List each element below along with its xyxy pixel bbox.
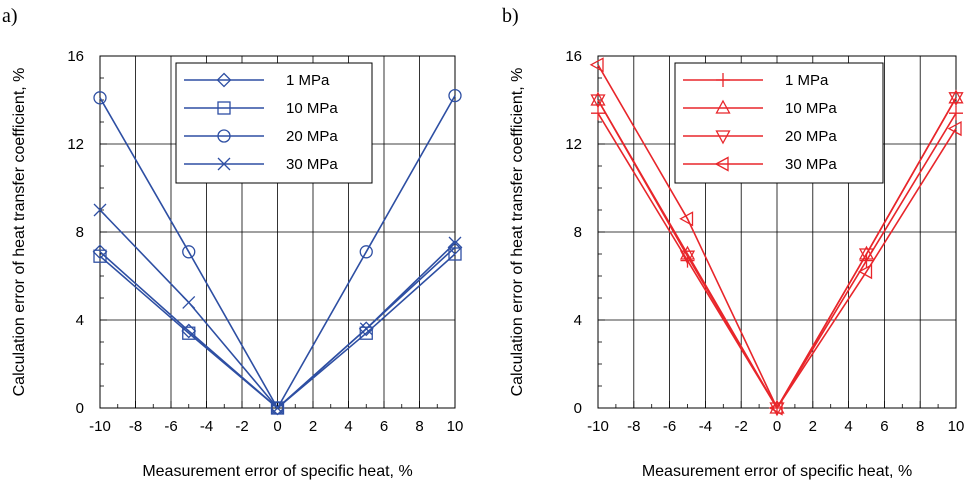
chart-b-series-30-mpa-point xyxy=(679,211,694,227)
chart-a-legend-box xyxy=(175,62,373,184)
chart-b-series-30-mpa-point xyxy=(947,121,962,137)
chart-a-x-tick-label: -4 xyxy=(200,418,213,435)
chart-b-series-10-mpa-point xyxy=(590,91,606,106)
chart-b-x-tick-label: 10 xyxy=(948,418,965,435)
chart-b-series-30-mpa-point xyxy=(768,400,783,416)
chart-b-legend-box xyxy=(674,62,884,184)
chart-a-legend-marker xyxy=(217,129,231,143)
chart-a-x-tick-label: 4 xyxy=(344,418,352,435)
chart-a-y-tick-label: 8 xyxy=(76,224,84,241)
chart-a-panel-label: a) xyxy=(2,5,18,27)
chart-b-series-20-mpa-point xyxy=(858,248,875,263)
chart-a-legend-label: 20 MPa xyxy=(286,128,338,145)
chart-a-series-20-mpa-point xyxy=(182,245,196,259)
chart-b-series-20-mpa-point xyxy=(769,402,785,417)
chart-b-series-30-mpa-line xyxy=(597,64,957,410)
chart-b-x-tick-label: -2 xyxy=(735,418,748,435)
chart-b-legend-marker xyxy=(716,73,730,87)
chart-a-legend-marker xyxy=(217,101,231,115)
chart-a-series-20-mpa-point xyxy=(448,88,462,103)
chart-a-x-tick-label: 8 xyxy=(415,418,423,435)
chart-a-series-20-mpa-point xyxy=(93,91,107,105)
chart-a-y-tick-label: 16 xyxy=(67,48,84,65)
chart-a-legend-label: 1 MPa xyxy=(286,72,330,89)
chart-b-legend-label: 20 MPa xyxy=(785,128,837,145)
chart-a-legend-marker xyxy=(216,72,232,88)
chart-b-series-10-mpa-point xyxy=(858,245,875,260)
chart-b-legend-label: 1 MPa xyxy=(785,72,829,89)
chart-b-series-10-mpa-point xyxy=(948,89,964,104)
chart-a-y-axis-label: Calculation error of heat transfer coeff… xyxy=(11,68,28,397)
chart-b-y-tick-label: 4 xyxy=(574,312,582,329)
chart-a-x-tick-label: -8 xyxy=(129,418,142,435)
chart-b-series-20-mpa-point xyxy=(948,92,964,107)
chart-a-y-tick-label: 0 xyxy=(76,400,84,417)
chart-b-x-axis-label: Measurement error of specific heat, % xyxy=(642,463,912,480)
chart-b-series-1-mpa-point xyxy=(949,106,963,121)
chart-a-x-tick-label: -10 xyxy=(89,418,111,435)
chart-a-x-tick-label: 2 xyxy=(309,418,317,435)
chart-b-y-tick-label: 12 xyxy=(565,136,582,153)
chart-a-series-30-mpa-point xyxy=(182,295,196,309)
chart-a-series-20-mpa-point xyxy=(270,401,285,415)
chart-a-x-tick-label: 0 xyxy=(273,418,281,435)
chart-a-x-axis-label: Measurement error of specific heat, % xyxy=(142,463,412,480)
chart-b-legend: 1 MPa 10 MPa 20 MPa 30 MPa xyxy=(674,62,884,184)
chart-a-series-20-mpa-point xyxy=(359,245,373,259)
chart-a-y-tick-label: 12 xyxy=(67,136,84,153)
chart-b-x-tick-label: 8 xyxy=(916,418,924,435)
chart-b-panel-label: b) xyxy=(502,5,519,27)
chart-b-series-1-mpa-point xyxy=(591,106,605,121)
chart-a-x-tick-label: -6 xyxy=(164,418,177,435)
chart-a-legend: 1 MPa 10 MPa 20 MPa 30 MPa xyxy=(175,62,373,184)
chart-a-series-30-mpa-point xyxy=(448,236,462,250)
chart-b-legend-marker xyxy=(715,99,731,114)
chart-b-x-tick-label: -4 xyxy=(699,418,712,435)
chart-b-x-tick-label: 4 xyxy=(844,418,852,435)
chart-b-series-20-mpa-point xyxy=(679,250,696,265)
chart-a-y-tick-label: 4 xyxy=(76,312,84,329)
chart-a-series-30-mpa-point xyxy=(271,401,284,415)
chart-b-x-tick-label: -10 xyxy=(587,418,609,435)
chart-a-series-10-mpa-point xyxy=(93,249,107,263)
chart-a-x-tick-label: 6 xyxy=(380,418,388,435)
chart-b-y-tick-label: 16 xyxy=(565,48,582,65)
chart-b-x-tick-label: -6 xyxy=(663,418,676,435)
chart-a-x-tick-label: 10 xyxy=(447,418,464,435)
chart-b-y-tick-label: 0 xyxy=(574,400,582,417)
chart-a-legend-marker xyxy=(217,157,231,171)
chart-a-series-10-mpa-point xyxy=(182,326,196,340)
chart-b-series-20-mpa-point xyxy=(590,94,606,109)
chart-b-series-10-mpa-point xyxy=(679,245,696,260)
chart-a-legend-label: 10 MPa xyxy=(286,100,338,117)
chart-b-y-tick-label: 8 xyxy=(574,224,582,241)
chart-a-legend-label: 30 MPa xyxy=(286,156,338,173)
chart-a: a) -10 -8 -6 -4 -2 0 2 4 6 8 10 0 4 8 12 16 Measurement e… xyxy=(2,5,463,480)
chart-b-x-tick-label: 2 xyxy=(809,418,817,435)
chart-a-series-1-mpa-point xyxy=(447,239,463,255)
chart-b-series-30-mpa-point xyxy=(589,57,604,73)
chart-a-series-30-mpa-point xyxy=(93,203,107,217)
chart-b-x-tick-label: -8 xyxy=(627,418,640,435)
chart-b-legend-label: 30 MPa xyxy=(785,156,837,173)
chart-a-series-10-mpa-point xyxy=(448,247,462,261)
chart-a-series-30-mpa-point xyxy=(359,322,373,336)
chart-b-series-10-mpa-point xyxy=(769,399,785,414)
chart-b-legend-label: 10 MPa xyxy=(785,100,837,117)
chart-b-x-tick-label: 0 xyxy=(773,418,781,435)
chart-b-legend-marker xyxy=(714,156,729,172)
chart-b: b) -10 -8 -6 -4 -2 0 2 4 6 8 10 0 4 8 12 16 Measurement e… xyxy=(502,5,964,480)
chart-b-series-30-mpa-point xyxy=(858,264,873,280)
chart-b-legend-marker xyxy=(715,130,731,145)
chart-b-y-axis-label: Calculation error of heat transfer coeff… xyxy=(509,68,526,397)
chart-a-x-tick-label: -2 xyxy=(235,418,248,435)
chart-b-x-tick-label: 6 xyxy=(880,418,888,435)
